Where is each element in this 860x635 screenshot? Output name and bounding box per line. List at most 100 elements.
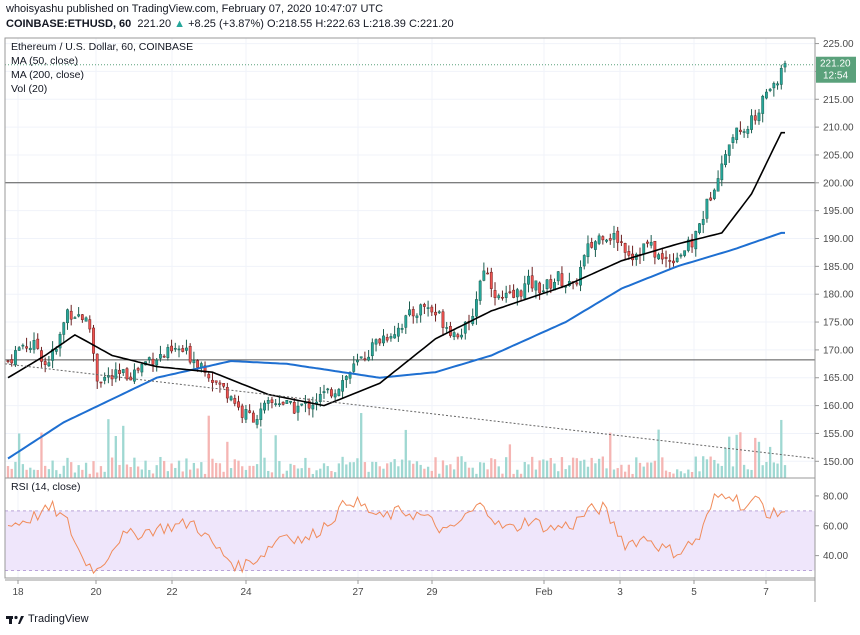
candle-body [266,400,270,404]
candle-body [709,197,713,201]
candle-body [679,254,683,257]
volume-bar [155,465,158,478]
candle-body [289,400,292,403]
volume-bar [612,469,616,478]
volume-bar [371,461,374,478]
candle-body [185,347,188,351]
volume-bar [783,465,787,478]
volume-bar [601,456,604,478]
close: C:221.20 [408,18,454,30]
candle-body [720,163,724,181]
volume-bar [449,464,452,478]
candle-body [177,348,181,351]
candle-body [779,68,783,85]
volume-bar [575,458,578,478]
candle-body [404,315,408,328]
candle-body [285,400,289,404]
price-tick-label: 155.00 [823,429,854,440]
volume-bar [241,466,244,478]
rsi-tick-label: 80.00 [823,491,848,502]
candle-body [318,394,322,403]
time-tick-label: Feb [535,587,553,598]
candle-body [40,350,43,362]
volume-bar [88,473,91,478]
candle-body [768,88,772,91]
price-tick-label: 170.00 [823,345,854,356]
candle-body [556,271,560,282]
volume-bar [452,469,456,478]
volume-bar [765,461,768,478]
price-tick-label: 160.00 [823,401,854,412]
candle-body [731,137,735,143]
candle-body [672,260,675,264]
volume-bar [319,468,322,478]
volume-bar [631,473,634,478]
candle-body [382,335,385,344]
volume-bar [44,465,47,478]
volume-bar [285,470,288,478]
volume-bar [47,469,51,478]
candle-body [374,339,378,345]
candle-body [370,342,374,357]
volume-bar [571,457,575,478]
volume-bar [62,465,65,478]
price-tick-label: 210.00 [823,123,854,134]
candle-body [363,358,367,360]
candle-body [698,223,701,233]
volume-bar [531,456,534,478]
volume-bar [181,471,184,478]
volume-bar [99,466,103,478]
volume-bar [657,429,660,478]
candle-body [188,345,192,363]
candle-body [408,309,411,316]
volume-bar [430,470,433,478]
candle-body [586,243,590,258]
volume-bar [307,467,311,478]
candle-body [579,267,582,286]
candle-body [396,327,400,337]
volume-bar [698,471,701,478]
volume-bar [386,463,389,478]
volume-bar [638,462,642,478]
volume-bar [144,460,147,478]
rsi-line [7,492,786,575]
candle-body [757,112,761,122]
legend-ma50: MA (50, close) [11,55,78,67]
candle-body [668,260,672,262]
volume-bar [389,462,393,478]
candle-body [222,383,226,387]
candle-body [155,359,159,366]
volume-bar [705,459,709,478]
price-axis[interactable]: 225.00220.00215.00210.00205.00200.00195.… [815,39,854,468]
volume-bar [29,467,32,478]
volume-bar [140,469,143,478]
volume-bar [118,464,121,478]
volume-bar [605,468,608,478]
volume-bar [360,413,363,478]
volume-bar [620,464,623,478]
candle-body [356,359,359,363]
time-axis[interactable]: 18 20 22 24 27 29 Feb 3 5 7 [12,580,769,598]
symbol-ohlc-line: COINBASE:ETHUSD, 60 221.20 ▲ +8.25 (+3.8… [6,18,454,30]
volume-bar [493,459,497,478]
candle-body [415,315,419,318]
candle-body [393,334,397,339]
volume-bar [490,458,493,478]
time-tick-label: 24 [240,587,252,598]
volume-bar [460,456,463,478]
candle-body [422,304,426,307]
volume-bar [374,461,378,478]
volume-bar [564,469,567,478]
volume-bar [226,441,229,478]
candle-body [359,356,363,359]
rsi-axis[interactable]: 80.00 60.00 40.00 [815,491,848,562]
candle-body [601,236,605,241]
candle-body [92,327,95,354]
volume-bar [255,464,259,478]
volume-bar [73,472,77,478]
volume-bar [166,471,170,478]
candle-body [192,360,196,364]
candle-body [292,402,296,414]
candle-body [534,280,538,291]
